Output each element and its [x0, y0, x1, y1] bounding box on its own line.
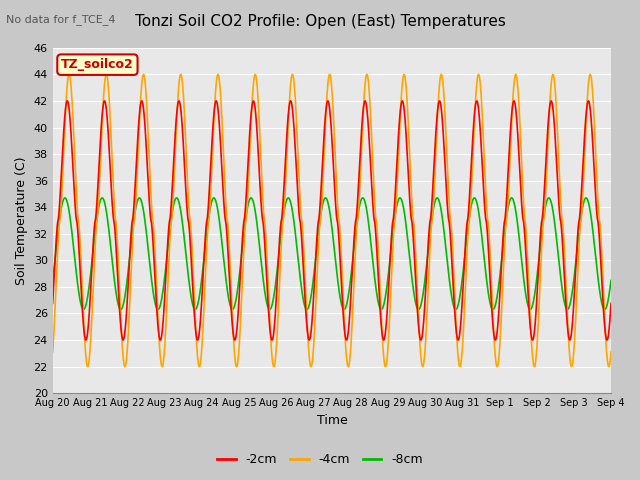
- Legend: -2cm, -4cm, -8cm: -2cm, -4cm, -8cm: [212, 448, 428, 471]
- Text: Tonzi Soil CO2 Profile: Open (East) Temperatures: Tonzi Soil CO2 Profile: Open (East) Temp…: [134, 14, 506, 29]
- Y-axis label: Soil Temperature (C): Soil Temperature (C): [15, 156, 28, 285]
- Text: No data for f_TCE_4: No data for f_TCE_4: [6, 14, 116, 25]
- X-axis label: Time: Time: [317, 414, 348, 427]
- Text: TZ_soilco2: TZ_soilco2: [61, 58, 134, 71]
